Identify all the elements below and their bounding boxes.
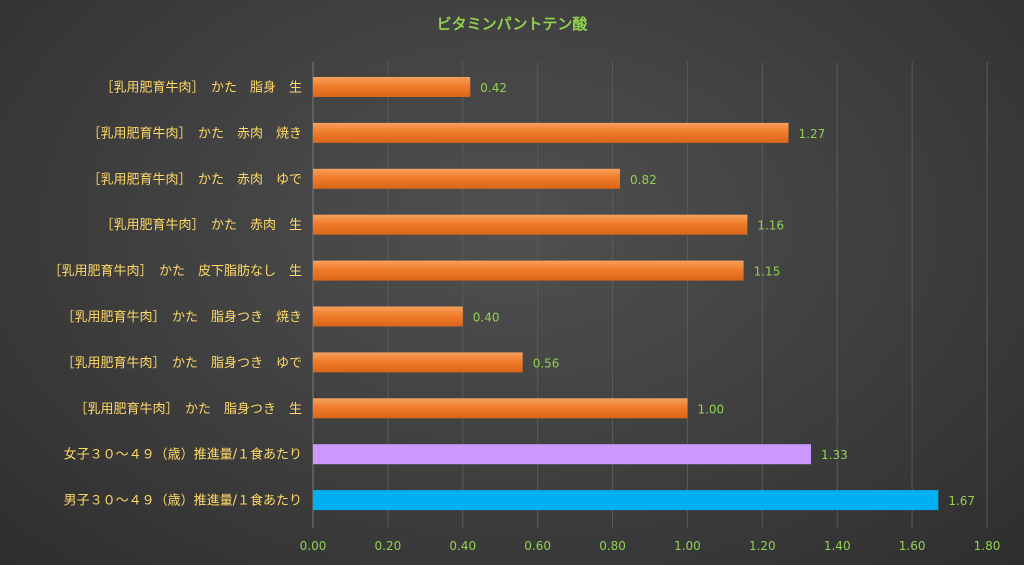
x-tick-label: 1.40 — [824, 539, 851, 553]
category-label: ［乳用肥育牛肉］ かた 赤肉 ゆで — [87, 171, 302, 187]
category-label: ［乳用肥育牛肉］ かた 脂身 生 — [100, 80, 302, 96]
category-label: ［乳用肥育牛肉］ かた 脂身つき ゆで — [61, 355, 302, 371]
data-label: 0.42 — [480, 81, 507, 95]
bar — [313, 168, 621, 189]
data-label: 0.40 — [473, 311, 500, 325]
x-tick-label: 0.00 — [300, 539, 327, 553]
category-label: ［乳用肥育牛肉］ かた 皮下脂肪なし 生 — [48, 263, 302, 279]
data-label: 1.16 — [757, 219, 784, 233]
data-label: 1.67 — [948, 494, 975, 508]
bar — [313, 260, 744, 281]
x-tick-label: 0.80 — [599, 539, 626, 553]
data-label: 1.15 — [754, 265, 781, 279]
data-label: 0.82 — [630, 173, 657, 187]
data-label: 1.27 — [799, 127, 826, 141]
bar — [313, 398, 688, 419]
category-label: ［乳用肥育牛肉］ かた 脂身つき 生 — [74, 401, 302, 417]
data-label: 0.56 — [533, 356, 560, 370]
bar — [313, 214, 748, 235]
x-tick-label: 1.60 — [899, 539, 926, 553]
bar — [313, 306, 463, 327]
chart-title: ビタミンパントテン酸 — [437, 15, 589, 33]
x-tick-label: 1.20 — [749, 539, 776, 553]
bar — [313, 444, 812, 465]
category-label: 男子３０～４９（歳）推進量/１食あたり — [64, 493, 302, 509]
x-tick-label: 1.00 — [674, 539, 701, 553]
category-label: ［乳用肥育牛肉］ かた 赤肉 焼き — [87, 125, 302, 141]
bar — [313, 352, 523, 373]
bar — [313, 490, 939, 511]
bar — [313, 77, 471, 97]
x-tick-label: 1.80 — [974, 539, 1001, 553]
data-label: 1.00 — [697, 402, 724, 416]
bar — [313, 122, 789, 143]
x-tick-label: 0.60 — [524, 539, 551, 553]
category-label: 女子３０～４９（歳）推進量/１食あたり — [64, 447, 302, 463]
category-label: ［乳用肥育牛肉］ かた 脂身つき 焼き — [61, 309, 302, 325]
data-label: 1.33 — [821, 448, 848, 462]
x-tick-label: 0.20 — [375, 539, 402, 553]
category-label: ［乳用肥育牛肉］ かた 赤肉 生 — [100, 217, 302, 233]
x-tick-label: 0.40 — [449, 539, 476, 553]
